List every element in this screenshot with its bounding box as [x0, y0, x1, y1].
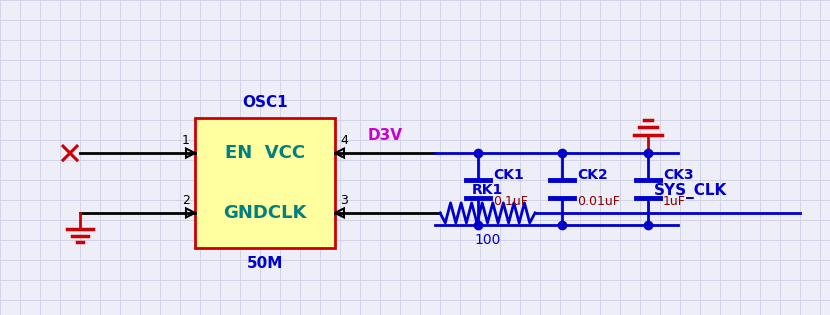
Text: 50M: 50M: [247, 256, 283, 271]
Text: 1: 1: [182, 134, 190, 147]
Text: 3: 3: [340, 194, 348, 207]
Text: 2: 2: [182, 194, 190, 207]
Text: 0.1uF: 0.1uF: [493, 195, 528, 208]
Text: SYS_CLK: SYS_CLK: [653, 183, 726, 199]
Text: 1uF: 1uF: [663, 195, 686, 208]
Bar: [195, 118, 335, 248]
Text: CK1: CK1: [493, 168, 524, 182]
Text: RK1: RK1: [472, 183, 503, 197]
Text: CK2: CK2: [577, 168, 608, 182]
Text: 100: 100: [474, 233, 500, 247]
Text: EN  VCC: EN VCC: [225, 144, 305, 162]
Text: 0.01uF: 0.01uF: [577, 195, 620, 208]
Text: D3V: D3V: [368, 128, 403, 143]
Text: CK3: CK3: [663, 168, 694, 182]
Text: GNDCLK: GNDCLK: [223, 204, 307, 222]
Text: OSC1: OSC1: [242, 95, 288, 110]
Text: 4: 4: [340, 134, 348, 147]
